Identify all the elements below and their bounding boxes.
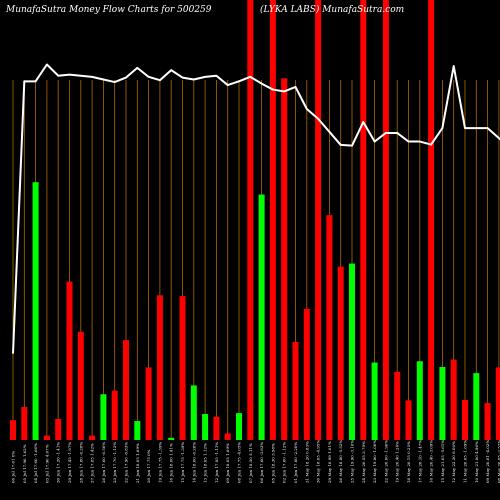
x-tick-label: 15 Jun 17.75 -1.39% [180, 442, 185, 483]
chart-title-right: (LYKA LABS) MunafaSutra.com [260, 4, 404, 15]
x-tick-label: 01 Jun 17.80 -2.20% [293, 442, 298, 483]
x-tick-label: 24 May 20.55 3.79% [361, 441, 366, 483]
chart-title-left: MunafaSutra Money Flow Charts for 500259 [5, 5, 212, 15]
x-tick-label: 11 May 20.65 -1.69% [463, 440, 468, 483]
x-tick-label: 22 May 20.00 -1.96% [383, 440, 388, 483]
x-tick-label: 26 Jun 17.60 -0.56% [101, 442, 106, 483]
x-tick-label: 04 Jul 17.60 -1.66% [33, 443, 38, 483]
x-tick-label: 27 Jun 17.85 1.42% [90, 443, 95, 483]
bar-14 [156, 295, 163, 440]
x-tick-label: 21 Jun 18.05 1.69% [135, 443, 140, 483]
bar-37 [416, 361, 423, 440]
bar-12 [134, 421, 141, 440]
x-tick-label: 07 Jun 18.50 5.11% [248, 443, 253, 483]
bar-6 [66, 281, 73, 440]
bar-4 [43, 435, 50, 440]
bar-19 [213, 416, 220, 440]
bar-44 [495, 367, 500, 440]
x-tick-label: 16 May 20.40 -3.09% [429, 440, 434, 483]
x-tick-labels: 06 Jul 17.61 0% 05 Jul 17.90 1.62% 04 Jul … [11, 440, 500, 483]
bar-28 [315, 0, 322, 440]
bar-40 [450, 359, 457, 440]
bars [10, 0, 500, 440]
x-tick-label: 31 May 18.20 0.83% [304, 441, 309, 483]
bar-42 [473, 373, 480, 440]
bar-32 [360, 0, 367, 440]
bar-43 [484, 403, 491, 440]
bar-36 [405, 400, 412, 440]
bar-39 [439, 366, 446, 440]
bar-31 [349, 263, 355, 440]
x-tick-label: 06 Jun 17.60 -3.83% [259, 442, 264, 483]
bar-1 [10, 420, 16, 440]
x-tick-label: 06 Jul 17.61 0% [11, 451, 16, 483]
x-tick-label: 08 May 20.85 -2.57% [496, 440, 500, 483]
x-tick-label: 16 Jun 18.00 1.41% [169, 443, 174, 483]
bar-35 [394, 371, 401, 440]
x-tick-label: 10 May 21.00 4.96% [474, 441, 479, 483]
x-tick-label: 09 Jun 18.05 1.69% [225, 443, 230, 483]
bar-24 [269, 0, 276, 440]
bar-26 [292, 341, 299, 440]
x-tick-label: 15 May 21.05 -5.61% [440, 440, 445, 483]
bar-23 [258, 194, 265, 440]
bar-3 [32, 182, 39, 440]
bar-16 [179, 296, 186, 440]
x-tick-label: 25 May 19.90 -3.16% [350, 440, 355, 483]
bar-13 [145, 367, 152, 440]
x-tick-label: 28 Jun 17.80 -0.28% [78, 442, 83, 483]
x-tick-label: 05 Jun 18.30 3.98% [270, 443, 275, 483]
bar-34 [382, 0, 389, 440]
price-line-path [12, 63, 500, 354]
x-tick-label: 02 Jun 17.60 -1.12% [282, 442, 287, 483]
bar-18 [202, 414, 209, 440]
x-tick-label: 14 Jun 18.00 -0.28% [191, 442, 196, 483]
x-tick-label: 26 May 18.80 -5.52% [338, 440, 343, 483]
bar-21 [236, 413, 242, 440]
x-tick-label: 17 May 20.10 -1.47% [417, 440, 422, 483]
x-tick-label: 19 Jun 17.75 -1.39% [157, 442, 162, 483]
x-tick-label: 29 May 18.99 1.01% [327, 441, 332, 483]
x-tick-label: 30 May 18.05 -4.95% [316, 440, 321, 483]
bar-15 [168, 437, 175, 440]
x-tick-label: 23 Jun 17.70 -1.12% [112, 442, 117, 483]
x-tick-label: 08 Jun 17.75 -4.05% [237, 442, 242, 483]
x-tick-label: 20 Jun 17.75 0% [146, 449, 151, 483]
bar-41 [462, 399, 468, 440]
x-tick-label: 30 Jun 17.20 -1.41% [56, 442, 61, 483]
bar-30 [337, 266, 344, 440]
x-tick-label: 19 May 20.40 1.24% [395, 441, 400, 483]
x-tick-label: 18 May 20.15 0.25% [406, 441, 411, 483]
x-tick-label: 12 Jun 17.85 -1.11% [214, 442, 219, 483]
bar-2 [21, 407, 28, 440]
bar-25 [281, 78, 288, 440]
x-tick-label: 23 May 19.80 -1.00% [372, 440, 377, 483]
bar-20 [224, 433, 231, 440]
bar-38 [428, 0, 435, 440]
bar-33 [371, 362, 378, 440]
x-tick-label: 22 Jun 17.90 -0.83% [124, 442, 129, 483]
bar-9 [100, 394, 107, 440]
bar-8 [89, 435, 96, 440]
gridlines [12, 80, 500, 440]
bar-29 [326, 215, 333, 440]
x-tick-label: 05 Jul 17.90 1.62% [22, 444, 27, 483]
bar-7 [77, 331, 84, 440]
bar-27 [303, 308, 310, 440]
bar-17 [190, 385, 197, 440]
x-tick-label: 03 Jul 17.90 4.07% [44, 444, 49, 483]
bar-11 [123, 340, 129, 440]
price-line [12, 63, 500, 354]
bar-10 [111, 390, 118, 440]
x-tick-label: 13 Jun 18.05 1.12% [203, 443, 208, 483]
bar-22 [247, 0, 254, 440]
x-tick-label: 12 May 22.30 8.00% [451, 441, 456, 483]
bar-5 [55, 418, 62, 440]
x-tick-label: 09 May 20.01 -4.02% [485, 440, 490, 483]
x-tick-label: 29 Jun 17.45 -1.97% [67, 442, 72, 483]
